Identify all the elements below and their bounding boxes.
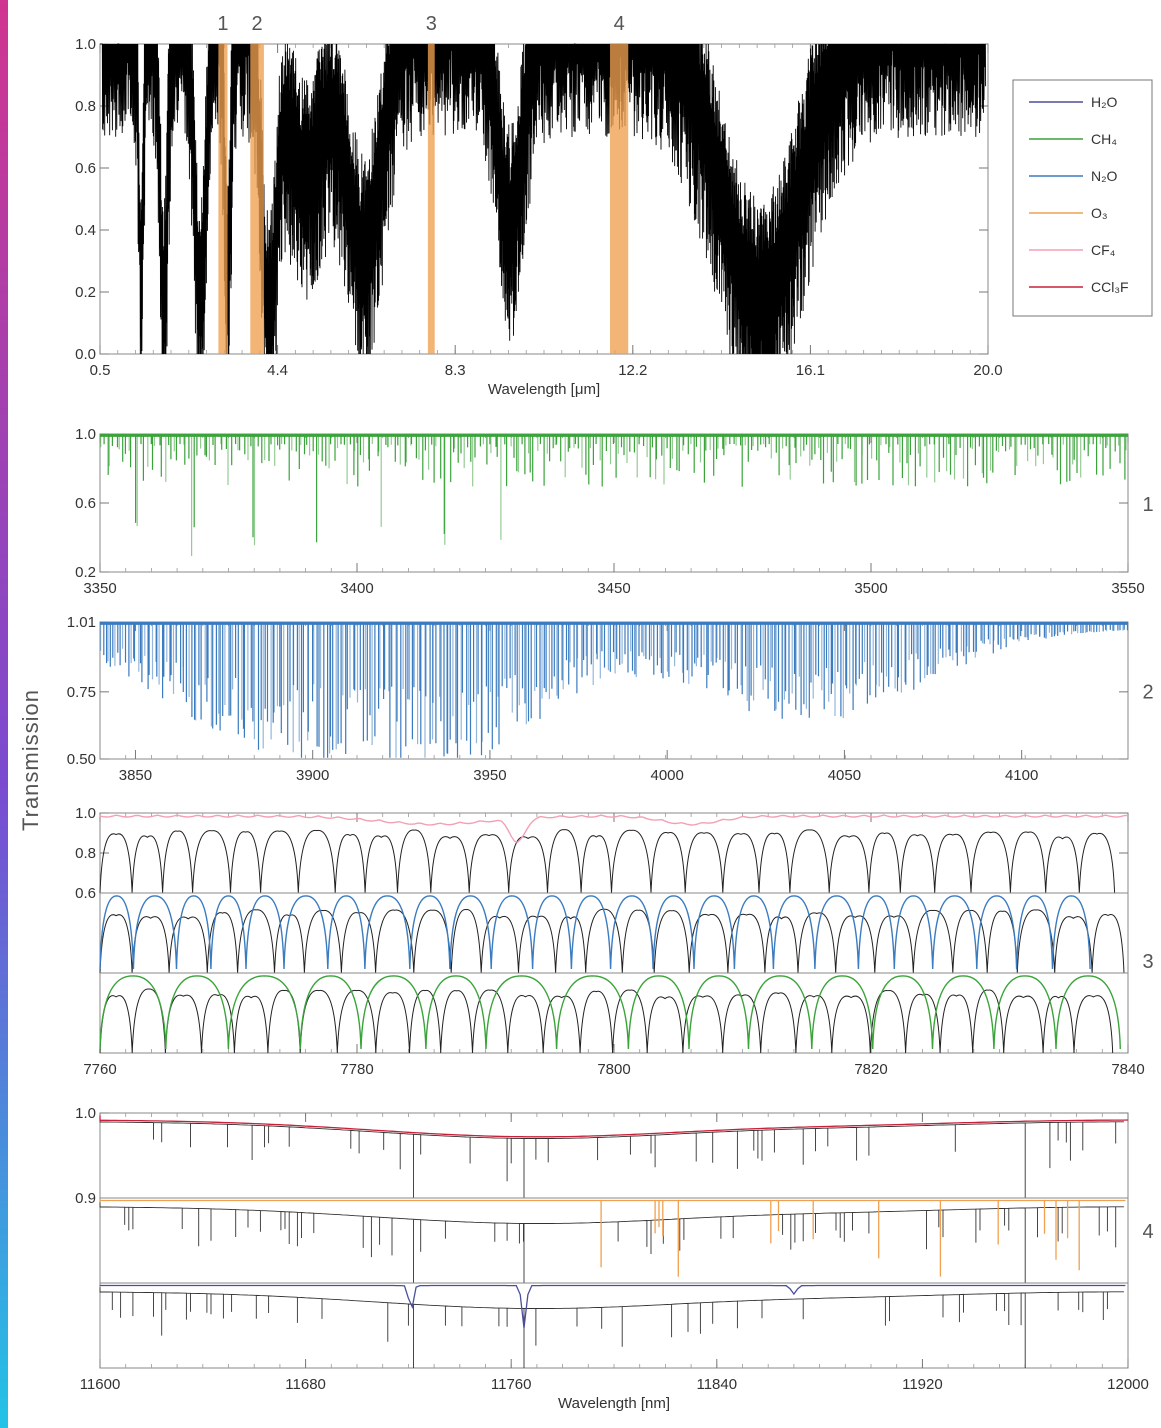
- x-tick-label: 8.3: [445, 362, 466, 379]
- legend-label: CCl₃F: [1091, 279, 1129, 295]
- highlight-band: [218, 44, 228, 354]
- x-tick-label: 7780: [340, 1061, 373, 1078]
- y-tick-label: 0.6: [75, 885, 96, 902]
- x-tick-label: 0.5: [90, 362, 111, 379]
- atmosphere-series: [99, 1202, 1124, 1283]
- y-tick-label: 0.6: [75, 160, 96, 177]
- x-tick-label: 4000: [650, 767, 683, 784]
- atmosphere-series: [99, 1117, 1124, 1198]
- x-tick-label: 20.0: [973, 362, 1002, 379]
- x-tick-label: 3500: [854, 580, 887, 597]
- legend: H₂O CH₄ N₂O O₃ CF₄ CCl₃F: [1012, 79, 1153, 317]
- absorption-lines-weak: [100, 623, 1124, 758]
- band-marker: 3: [1142, 951, 1153, 973]
- highlight-band-label: 4: [614, 13, 625, 35]
- x-tick-label: 4050: [828, 767, 861, 784]
- panel-overview: 0.5 4.4 8.3 12.2 16.1 20.0 0.0 0.2 0.4 0.6 0.8 1.0 W…: [75, 13, 1002, 398]
- highlight-band-label: 2: [252, 13, 263, 35]
- legend-box: [1012, 79, 1153, 317]
- y-tick-label: 1.0: [75, 1105, 96, 1122]
- highlight-band: [427, 44, 435, 354]
- y-tick-label: 0.6: [75, 495, 96, 512]
- species-series: [99, 1115, 1129, 1138]
- x-axis-title: Wavelength [μm]: [488, 381, 600, 398]
- species-series: [99, 975, 1121, 1050]
- panel-band-4: 11600 11680 11760 11840 11920 12000 0.9 1.0 Wave…: [75, 1105, 1153, 1412]
- y-tick-label: 1.01: [67, 614, 96, 631]
- panel-band-1: 3350 3400 3450 3500 3550 0.2 0.6 1.0 1: [75, 426, 1153, 597]
- y-axis-title: Transmission: [18, 689, 43, 831]
- x-tick-label: 3550: [1111, 580, 1144, 597]
- y-tick-label: 1.0: [75, 36, 96, 53]
- absorption-lines: [103, 435, 1126, 543]
- legend-label: H₂O: [1091, 94, 1118, 110]
- x-tick-label: 4.4: [267, 362, 288, 379]
- x-tick-label: 3350: [83, 580, 116, 597]
- panel-band-2: 3850 3900 3950 4000 4050 4100 0.50 0.75 1.01 2: [67, 614, 1154, 784]
- x-tick-label: 11840: [696, 1376, 737, 1393]
- absorption-lines: [103, 623, 1129, 758]
- y-tick-label: 0.4: [75, 222, 96, 239]
- x-tick-label: 3900: [296, 767, 329, 784]
- y-tick-label: 0.50: [67, 751, 96, 768]
- x-tick-label: 11600: [80, 1376, 121, 1393]
- band-marker: 2: [1142, 682, 1153, 704]
- page-edge-decoration: [0, 0, 8, 1428]
- highlight-band-label: 3: [426, 13, 437, 35]
- y-tick-label: 0.8: [75, 845, 96, 862]
- y-tick-label: 0.9: [75, 1190, 96, 1207]
- y-tick-label: 1.0: [75, 426, 96, 443]
- legend-label: O₃: [1091, 205, 1108, 221]
- x-tick-label: 7820: [854, 1061, 887, 1078]
- y-tick-label: 1.0: [75, 805, 96, 822]
- x-tick-label: 7800: [597, 1061, 630, 1078]
- species-series: [99, 1284, 1126, 1329]
- y-tick-label: 0.2: [75, 564, 96, 581]
- band-marker: 1: [1142, 494, 1153, 516]
- legend-label: CF₄: [1091, 242, 1116, 258]
- absorption-lines-weak: [100, 435, 1127, 556]
- x-tick-label: 12.2: [618, 362, 647, 379]
- legend-label: CH₄: [1091, 131, 1117, 147]
- x-tick-label: 3850: [119, 767, 152, 784]
- x-tick-label: 11680: [285, 1376, 326, 1393]
- y-tick-label: 0.8: [75, 98, 96, 115]
- highlight-band-label: 1: [217, 13, 228, 35]
- species-series: [99, 814, 1129, 844]
- y-tick-label: 0.2: [75, 284, 96, 301]
- x-tick-label: 4100: [1005, 767, 1038, 784]
- species-series: [99, 1199, 1126, 1277]
- highlight-band: [610, 44, 629, 354]
- legend-label: N₂O: [1091, 168, 1118, 184]
- x-tick-label: 3400: [340, 580, 373, 597]
- atmosphere-series: [99, 829, 1116, 894]
- transmission-series: [100, 43, 987, 355]
- x-tick-label: 16.1: [796, 362, 825, 379]
- x-tick-label: 7840: [1111, 1061, 1144, 1078]
- x-tick-label: 3450: [597, 580, 630, 597]
- atmosphere-series: [99, 988, 1114, 1054]
- panel-band-3: 7760 7780 7800 7820 7840 0.6 0.8 1.0 3: [75, 805, 1153, 1078]
- x-tick-label: 7760: [83, 1061, 116, 1078]
- plot-frame: [99, 1112, 1129, 1369]
- band-marker: 4: [1142, 1221, 1153, 1243]
- y-tick-label: 0.75: [67, 684, 96, 701]
- y-tick-label: 0.0: [75, 346, 96, 363]
- species-series: [99, 895, 1091, 970]
- x-tick-label: 11920: [902, 1376, 943, 1393]
- x-tick-label: 3950: [473, 767, 506, 784]
- x-tick-label: 12000: [1107, 1376, 1149, 1393]
- highlight-band: [250, 44, 264, 354]
- atmosphere-series: [99, 1287, 1124, 1368]
- x-axis-title: Wavelength [nm]: [558, 1395, 670, 1412]
- x-tick-label: 11760: [491, 1376, 532, 1393]
